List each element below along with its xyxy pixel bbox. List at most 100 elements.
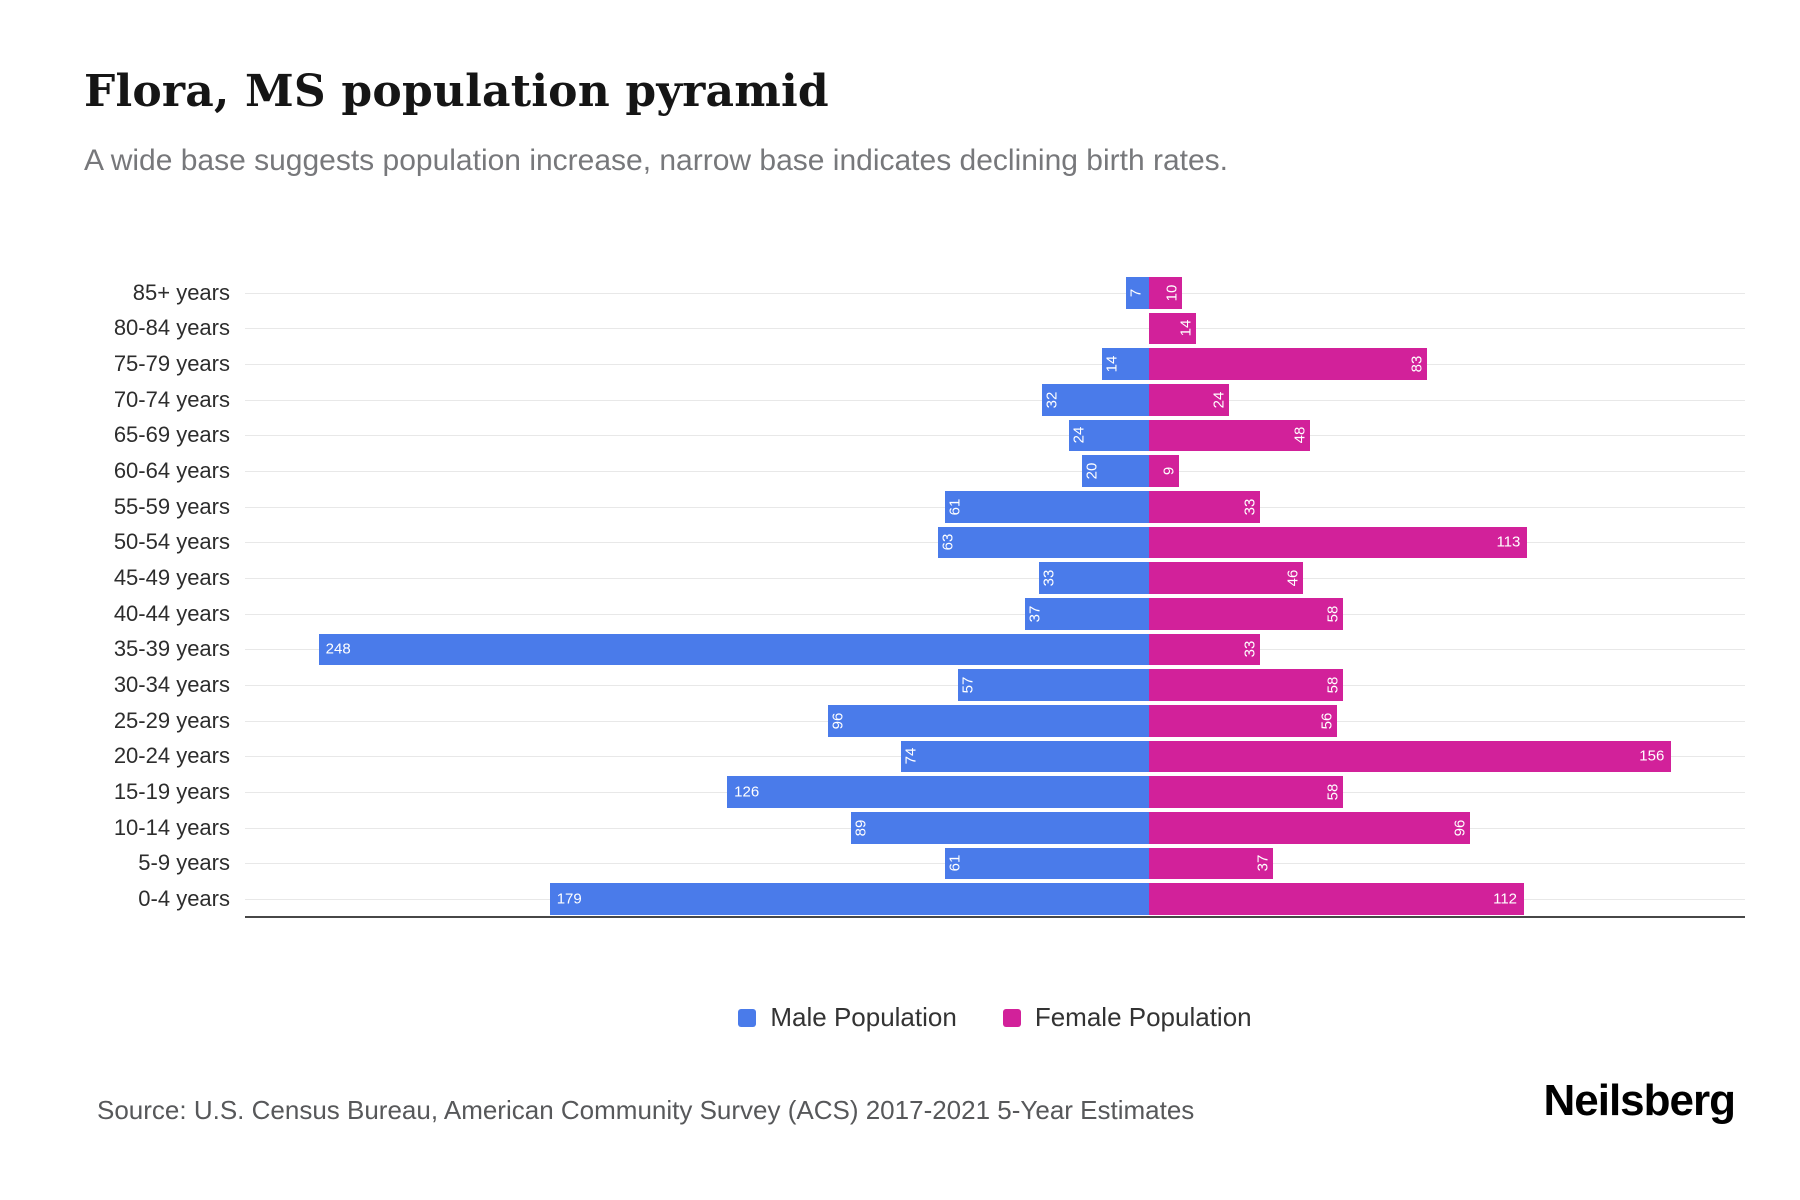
female-value-label: 112 <box>1493 890 1518 908</box>
male-bar[interactable]: 248 <box>318 633 1149 666</box>
chart-row: 45-49 years 33 46 <box>114 560 1745 596</box>
chart-row: 20-24 years 74 156 <box>114 739 1745 775</box>
neilsberg-logo: Neilsberg <box>1543 1076 1736 1125</box>
chart-row: 15-19 years 126 58 <box>114 774 1745 810</box>
legend-label-female: Female Population <box>1034 1002 1252 1032</box>
female-bar[interactable]: 10 <box>1149 277 1183 309</box>
chart-row: 55-59 years 61 33 <box>114 489 1745 525</box>
chart-row: 40-44 years 37 58 <box>114 596 1745 632</box>
gridline <box>245 292 1745 294</box>
male-value-label: 89 <box>852 819 870 837</box>
female-bar[interactable]: 58 <box>1149 598 1344 630</box>
female-bar[interactable]: 14 <box>1149 312 1196 345</box>
male-bar[interactable]: 96 <box>827 705 1149 737</box>
y-axis-label: 85+ years <box>132 279 230 305</box>
gridline <box>245 613 1745 615</box>
y-axis-label: 55-59 years <box>113 493 230 519</box>
y-axis-label: 10-14 years <box>113 814 230 840</box>
female-value-label: 58 <box>1324 783 1342 801</box>
legend-item-female[interactable]: Female Population <box>1002 1002 1252 1033</box>
female-value-label: 46 <box>1284 569 1302 587</box>
male-bar[interactable]: 74 <box>901 740 1150 773</box>
male-bar[interactable]: 32 <box>1041 384 1150 416</box>
male-bar[interactable]: 7 <box>1125 277 1150 309</box>
female-bar[interactable]: 56 <box>1149 705 1337 737</box>
female-bar[interactable]: 9 <box>1149 455 1180 487</box>
female-bar[interactable]: 48 <box>1149 419 1310 452</box>
female-bar[interactable]: 83 <box>1149 348 1427 380</box>
female-value-label: 56 <box>1318 712 1336 730</box>
female-bar[interactable]: 58 <box>1149 669 1344 701</box>
male-bar[interactable]: 33 <box>1038 562 1149 594</box>
male-value-label: 61 <box>946 498 964 516</box>
chart-subtitle: A wide base suggests population increase… <box>84 144 1229 177</box>
y-axis-label: 65-69 years <box>113 422 230 448</box>
chart-row: 60-64 years 20 9 <box>114 453 1745 489</box>
chart-title: Flora, MS population pyramid <box>84 66 829 117</box>
plot-area: 85+ years 7 10 80-84 years 14 75-79 years 14 83… <box>114 275 1745 918</box>
male-bar[interactable]: 57 <box>958 669 1149 701</box>
chart-row: 30-34 years 57 58 <box>114 667 1745 703</box>
female-bar[interactable]: 112 <box>1149 883 1525 915</box>
y-axis-label: 35-39 years <box>113 636 230 662</box>
female-bar[interactable]: 24 <box>1149 384 1230 416</box>
female-bar[interactable]: 58 <box>1149 776 1344 808</box>
female-value-label: 10 <box>1163 284 1181 302</box>
male-value-label: 179 <box>556 890 582 908</box>
female-value-label: 96 <box>1451 819 1469 837</box>
x-axis-line <box>245 916 1745 918</box>
chart-row: 5-9 years 61 37 <box>138 846 1745 882</box>
female-bar[interactable]: 96 <box>1149 812 1471 844</box>
male-bar[interactable]: 61 <box>944 491 1149 523</box>
female-value-label: 58 <box>1324 676 1342 694</box>
y-axis-label: 75-79 years <box>113 351 230 377</box>
female-value-label: 9 <box>1160 466 1178 476</box>
male-bar[interactable]: 24 <box>1068 419 1149 452</box>
gridline <box>245 328 1745 330</box>
chart-row: 10-14 years 89 96 <box>114 810 1745 846</box>
y-axis-label: 30-34 years <box>113 672 230 698</box>
y-axis-label: 25-29 years <box>113 707 230 733</box>
chart-row: 65-69 years 24 48 <box>114 418 1745 454</box>
y-axis-label: 20-24 years <box>113 743 230 769</box>
female-bar[interactable]: 156 <box>1149 740 1672 773</box>
male-bar[interactable]: 37 <box>1025 598 1149 630</box>
male-value-label: 33 <box>1040 569 1058 587</box>
y-axis-label: 15-19 years <box>113 779 230 805</box>
female-bar[interactable]: 33 <box>1149 491 1260 523</box>
male-bar[interactable]: 14 <box>1102 348 1150 380</box>
gridline <box>245 435 1745 437</box>
male-value-label: 126 <box>734 783 760 801</box>
female-value-label: 83 <box>1408 355 1426 373</box>
male-value-label: 74 <box>902 748 920 765</box>
gridline <box>245 471 1745 473</box>
female-value-label: 24 <box>1210 391 1228 409</box>
female-value-label: 58 <box>1324 605 1342 623</box>
male-bar[interactable]: 61 <box>944 847 1149 880</box>
female-bar[interactable]: 46 <box>1149 562 1304 594</box>
female-value-label: 33 <box>1241 498 1258 516</box>
male-bar[interactable]: 179 <box>549 883 1150 915</box>
male-swatch-icon <box>738 1008 757 1027</box>
chart-row: 35-39 years 248 33 <box>114 632 1745 668</box>
male-value-label: 20 <box>1083 462 1101 480</box>
male-bar[interactable]: 63 <box>938 526 1150 559</box>
male-value-label: 32 <box>1043 391 1061 409</box>
chart-row: 70-74 years 32 24 <box>114 382 1745 418</box>
y-axis-label: 5-9 years <box>138 850 230 876</box>
male-bar[interactable]: 126 <box>727 776 1150 808</box>
legend: Male Population Female Population <box>245 1002 1745 1033</box>
female-bar[interactable]: 33 <box>1149 633 1260 666</box>
gridline <box>245 399 1745 401</box>
chart-row: 50-54 years 63 113 <box>114 525 1745 561</box>
male-value-label: 96 <box>829 712 847 730</box>
female-bar[interactable]: 37 <box>1149 847 1273 880</box>
legend-item-male[interactable]: Male Population <box>738 1002 957 1033</box>
male-bar[interactable]: 89 <box>851 812 1149 844</box>
chart-row: 0-4 years 179 112 <box>138 881 1745 917</box>
legend-label-male: Male Population <box>770 1002 957 1032</box>
male-bar[interactable]: 20 <box>1082 455 1149 487</box>
female-bar[interactable]: 113 <box>1149 526 1528 559</box>
male-value-label: 63 <box>939 534 957 551</box>
